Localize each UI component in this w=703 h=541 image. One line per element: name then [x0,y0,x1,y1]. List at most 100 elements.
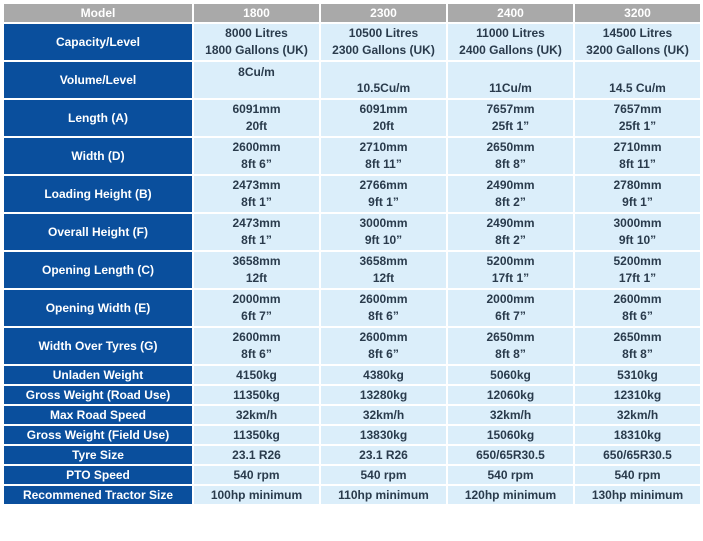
table-cell: 3658mm 12ft [194,252,319,288]
cell-line: 110hp minimum [338,487,429,502]
cell-line: 1800 Gallons (UK) [205,43,308,57]
table-row: Tyre Size 23.1 R26 23.1 R26 650/65R30.5 650/… [4,446,700,464]
cell-line: 25ft 1” [491,119,530,133]
table-cell: 2710mm 8ft 11” [575,138,700,174]
table-cell: 15060kg [448,426,573,444]
header-model: Model [4,4,192,22]
cell-line: 3000mm [613,216,662,230]
cell-line: 8ft 6” [241,157,272,171]
table-row: Width Over Tyres (G) 2600mm 8ft 6” 2600mm 8f… [4,328,700,364]
table-cell: 2490mm 8ft 2” [448,176,573,212]
cell-line: 10.5Cu/m [356,81,411,95]
table-cell: 3658mm 12ft [321,252,446,288]
table-cell: 3000mm 9ft 10” [575,214,700,250]
table-cell: 4380kg [321,366,446,384]
table-cell: 12310kg [575,386,700,404]
table-cell: 2473mm 8ft 1” [194,214,319,250]
table-cell: 11350kg [194,386,319,404]
cell-line: 2490mm [486,216,535,230]
cell-line: 2600mm [359,330,408,344]
cell-line: 4380kg [363,367,404,382]
table-cell: 32km/h [448,406,573,424]
cell-line: 540 rpm [614,467,661,482]
cell-line: 6091mm [359,102,408,116]
cell-line: 14.5 Cu/m [609,81,666,95]
cell-line: 2000mm [486,292,535,306]
cell-line: 2490mm [486,178,535,192]
cell-line: 32km/h [235,407,278,422]
cell-line: 3658mm [232,254,281,268]
cell-line: 8ft 6” [241,347,272,361]
cell-line: 2400 Gallons (UK) [459,43,562,57]
table-cell: 23.1 R26 [194,446,319,464]
table-cell: 6091mm 20ft [194,100,319,136]
spec-table: Model 1800 2300 2400 3200 Capacity/Level… [2,2,702,506]
cell-line: 6091mm [232,102,281,116]
table-cell: 2600mm 8ft 6” [194,138,319,174]
cell-line: 8ft 1” [241,195,272,209]
cell-line: 6ft 7” [241,309,272,323]
row-label: PTO Speed [4,466,192,484]
cell-line: 15060kg [486,427,535,442]
table-cell: 110hp minimum [321,486,446,504]
cell-line: 23.1 R26 [359,447,408,462]
table-cell: 5060kg [448,366,573,384]
table-cell: 540 rpm [321,466,446,484]
header-2300: 2300 [321,4,446,22]
cell-line: 13830kg [359,427,408,442]
table-cell: 5200mm 17ft 1” [575,252,700,288]
cell-line: 6ft 7” [495,309,526,323]
table-cell: 2600mm 8ft 6” [321,328,446,364]
cell-line: 10500 Litres [348,26,419,40]
cell-line: 17ft 1” [491,271,530,285]
cell-line: 8ft 1” [241,233,272,247]
row-label: Overall Height (F) [4,214,192,250]
table-row: Volume/Level 8Cu/m 10.5Cu/m 11Cu/m 14.5 C… [4,62,700,98]
cell-line: 14500 Litres [602,26,673,40]
cell-line: 32km/h [489,407,532,422]
table-cell: 2600mm 8ft 6” [321,290,446,326]
cell-line: 8ft 8” [495,347,526,361]
table-row: Width (D) 2600mm 8ft 6” 2710mm 8ft 11” 2650mm… [4,138,700,174]
cell-line: 2600mm [359,292,408,306]
cell-line: 3200 Gallons (UK) [586,43,689,57]
table-cell: 2600mm 8ft 6” [194,328,319,364]
table-cell: 10.5Cu/m [321,62,446,98]
table-row: Max Road Speed 32km/h 32km/h 32km/h 32km/h [4,406,700,424]
table-row: Loading Height (B) 2473mm 8ft 1” 2766mm 9ft … [4,176,700,212]
table-row: Recommened Tractor Size 100hp minimum 110h… [4,486,700,504]
row-label: Max Road Speed [4,406,192,424]
row-label: Opening Length (C) [4,252,192,288]
cell-line [448,63,573,80]
cell-line: 17ft 1” [618,271,657,285]
row-label: Unladen Weight [4,366,192,384]
table-cell: 3000mm 9ft 10” [321,214,446,250]
row-label: Recommened Tractor Size [4,486,192,504]
row-label: Width Over Tyres (G) [4,328,192,364]
table-cell: 14500 Litres 3200 Gallons (UK) [575,24,700,60]
cell-line: 4150kg [236,367,277,382]
table-cell: 2490mm 8ft 2” [448,214,573,250]
table-row: Unladen Weight 4150kg 4380kg 5060kg 5310kg [4,366,700,384]
cell-line: 2600mm [613,292,662,306]
cell-line: 11000 Litres [476,26,545,40]
cell-line: 8ft 6” [368,347,399,361]
table-cell: 2780mm 9ft 1” [575,176,700,212]
table-cell: 12060kg [448,386,573,404]
header-2400: 2400 [448,4,573,22]
table-cell: 130hp minimum [575,486,700,504]
table-cell: 2710mm 8ft 11” [321,138,446,174]
cell-line: 5060kg [490,367,531,382]
cell-line: 8ft 2” [495,195,526,209]
table-cell: 2650mm 8ft 8” [448,138,573,174]
cell-line: 13280kg [359,387,408,402]
table-cell: 100hp minimum [194,486,319,504]
cell-line: 650/65R30.5 [476,447,545,462]
table-cell: 650/65R30.5 [448,446,573,464]
cell-line: 11350kg [233,387,280,402]
cell-line: 8ft 6” [622,309,653,323]
cell-line: 32km/h [616,407,659,422]
table-row: Length (A) 6091mm 20ft 6091mm 20ft 7657mm 25ft… [4,100,700,136]
cell-line: 12310kg [613,387,662,402]
cell-line: 120hp minimum [464,487,557,502]
